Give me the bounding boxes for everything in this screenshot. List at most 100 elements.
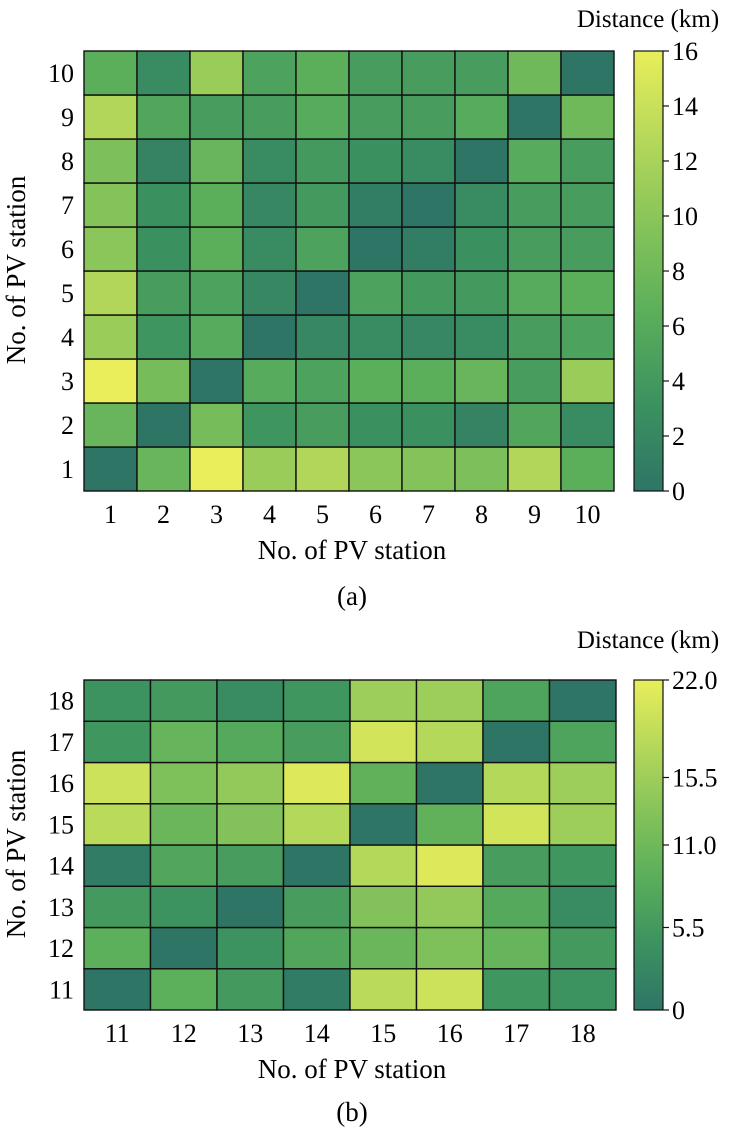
heatmap-cell: [415, 803, 484, 846]
heatmap-cell: [415, 885, 484, 929]
heatmap-cell: [295, 226, 350, 272]
heatmap-cell: [454, 94, 509, 140]
heatmap-cell: [83, 720, 152, 764]
heatmap-cell: [282, 885, 351, 929]
heatmap-cell: [242, 402, 297, 448]
colorbar-tick-label: 6: [672, 312, 685, 341]
heatmap-cell: [348, 94, 403, 140]
y-tick-label: 11: [49, 975, 74, 1004]
heatmap-cell: [295, 182, 350, 228]
heatmap-cell: [349, 968, 418, 1011]
x-tick-label: 6: [369, 500, 382, 529]
colorbar: 0 5.5 11.0 15.5 22.0: [633, 666, 718, 1025]
heatmap-cell: [216, 844, 285, 887]
x-tick-labels: 1 2 3 4 5 6 7 8 9 10: [104, 500, 601, 529]
heatmap-cell: [548, 885, 617, 929]
heatmap-cell: [454, 314, 509, 360]
heatmap-cell: [482, 844, 551, 887]
x-tick-label: 2: [157, 500, 170, 529]
heatmap-cell: [189, 94, 244, 140]
heatmap-cell: [149, 720, 218, 764]
heatmap-cell: [560, 270, 615, 316]
x-tick-label: 12: [171, 1019, 197, 1048]
heatmap-cell: [415, 926, 484, 970]
heatmap-cell: [507, 50, 562, 96]
heatmap-cell: [454, 182, 509, 228]
heatmap-cell: [149, 844, 218, 887]
y-tick-label: 6: [61, 235, 74, 264]
heatmap-cell: [136, 358, 191, 404]
y-tick-label: 1: [61, 455, 74, 484]
x-tick-label: 9: [528, 500, 541, 529]
heatmap-cell: [242, 270, 297, 316]
x-tick-label: 5: [316, 500, 329, 529]
heatmap-cell: [507, 358, 562, 404]
heatmap-cell: [401, 94, 456, 140]
x-tick-label: 4: [263, 500, 276, 529]
heatmap-cell: [242, 358, 297, 404]
heatmap-cell: [348, 446, 403, 492]
y-tick-label: 10: [48, 59, 74, 88]
heatmap-cell: [482, 720, 551, 764]
heatmap-cell: [282, 926, 351, 970]
colorbar-tick-label: 14: [672, 92, 698, 121]
heatmap-cell: [548, 679, 617, 722]
heatmap-cell: [454, 138, 509, 184]
y-tick-labels: 1 2 3 4 5 6 7 8 9 10: [48, 59, 74, 484]
heatmap-cell: [401, 226, 456, 272]
panel-caption: (b): [336, 1097, 367, 1127]
y-tick-label: 8: [61, 147, 74, 176]
heatmap-cell: [560, 226, 615, 272]
colorbar-tick-label: 4: [672, 367, 685, 396]
colorbar: 0 2 4 6 8 10 12 14 16: [633, 37, 698, 506]
x-axis-label: No. of PV station: [258, 1054, 447, 1084]
heatmap-cell: [507, 446, 562, 492]
heatmap-cell: [216, 803, 285, 846]
heatmap-cell: [216, 761, 285, 805]
heatmap-cell: [348, 314, 403, 360]
heatmap-cell: [560, 402, 615, 448]
heatmap-cell: [83, 446, 138, 492]
x-tick-label: 7: [422, 500, 435, 529]
heatmap-cell: [348, 402, 403, 448]
heatmap-cell: [548, 720, 617, 764]
heatmap-cell: [149, 803, 218, 846]
colorbar-tick-label: 15.5: [672, 764, 718, 793]
heatmap-cell: [189, 50, 244, 96]
heatmap-cell: [242, 226, 297, 272]
heatmap-cell: [242, 138, 297, 184]
y-tick-label: 12: [48, 934, 74, 963]
heatmap-cell: [136, 94, 191, 140]
heatmap-cell: [454, 358, 509, 404]
heatmap-cells: [83, 50, 615, 492]
heatmap-cell: [189, 270, 244, 316]
heatmap-cell: [282, 844, 351, 887]
x-tick-label: 1: [104, 500, 117, 529]
heatmap-cell: [454, 226, 509, 272]
heatmap-cell: [216, 679, 285, 722]
heatmap-cell: [349, 803, 418, 846]
heatmap-cell: [136, 446, 191, 492]
heatmap-cell: [560, 446, 615, 492]
y-tick-label: 3: [61, 367, 74, 396]
heatmap-cell: [83, 679, 152, 722]
heatmap-cell: [189, 314, 244, 360]
colorbar-tick-label: 22.0: [672, 666, 718, 695]
heatmap-cell: [136, 402, 191, 448]
heatmap-cell: [136, 50, 191, 96]
y-tick-label: 4: [61, 323, 74, 352]
heatmap-cell: [189, 446, 244, 492]
heatmap-cell: [349, 926, 418, 970]
x-tick-label: 10: [575, 500, 601, 529]
x-axis-label: No. of PV station: [258, 535, 447, 565]
heatmap-cell: [83, 358, 138, 404]
y-tick-label: 15: [48, 810, 74, 839]
heatmap-cell: [401, 138, 456, 184]
colorbar-bar: [633, 50, 664, 492]
x-tick-label: 16: [437, 1019, 463, 1048]
colorbar-tick-label: 5.5: [672, 914, 705, 943]
heatmap-cell: [560, 50, 615, 96]
heatmap-cell: [560, 358, 615, 404]
